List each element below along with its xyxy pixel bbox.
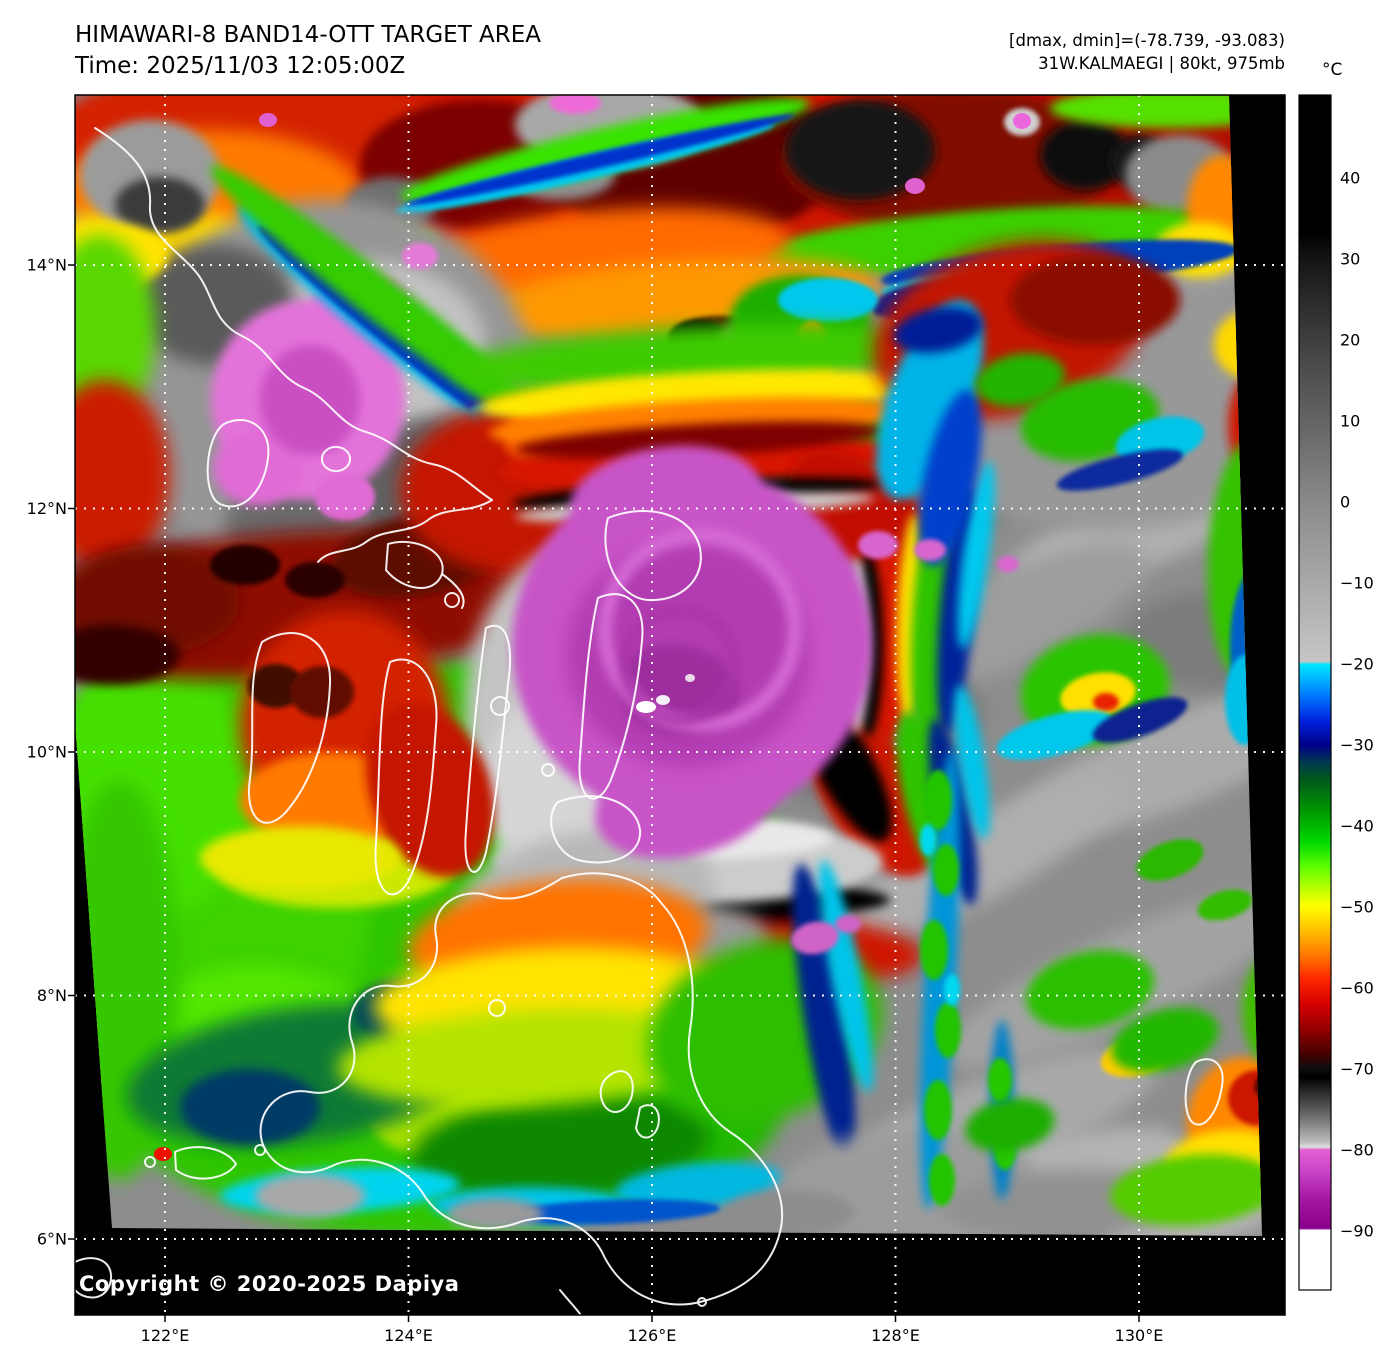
colorbar-tick-label: −60	[1340, 979, 1374, 998]
axis-ticks	[68, 264, 1140, 1322]
colorbar-tick-label: −70	[1340, 1060, 1374, 1079]
copyright-watermark: Copyright © 2020-2025 Dapiya	[79, 1272, 460, 1296]
coastline-path	[174, 1146, 237, 1180]
coastline-path	[488, 999, 506, 1017]
imagery-layer	[75, 95, 1262, 1236]
lon-tick-label: 130°E	[1115, 1326, 1164, 1345]
coastline-path	[374, 658, 438, 896]
colorbar-tick-label: 20	[1340, 331, 1360, 350]
coastline-path	[94, 127, 493, 501]
coastline-path	[317, 499, 493, 563]
coastline-path	[247, 632, 332, 824]
colorbar-tick-label: −30	[1340, 736, 1374, 755]
coastline-path	[635, 1104, 660, 1139]
lat-tick-label: 14°N	[27, 256, 67, 275]
coastline-path	[559, 1289, 582, 1315]
lat-tick-label: 10°N	[27, 743, 67, 762]
coastline-path	[599, 1070, 634, 1114]
coastline-path	[444, 592, 460, 608]
colorbar-tick-label: 40	[1340, 169, 1360, 188]
storm-info-annotation: 31W.KALMAEGI | 80kt, 975mb	[1038, 54, 1285, 73]
coastline-path	[75, 1257, 113, 1299]
colorbar-tick-label: −10	[1340, 574, 1374, 593]
colorbar-gradient-bar	[1298, 94, 1332, 1291]
graticule-gridlines	[75, 95, 1285, 1315]
colorbar-tick-label: −90	[1340, 1222, 1374, 1241]
temperature-colorbar: 40 30 20 10 0 −10 −20 −30 −40 −50 −60 −70 −80 −90	[1298, 94, 1374, 1291]
colorbar-tick-label: 10	[1340, 412, 1360, 431]
coastline-path	[441, 573, 465, 609]
timestamp: Time: 2025/11/03 12:05:00Z	[75, 53, 406, 79]
coastline-path	[604, 510, 702, 602]
page-title: HIMAWARI-8 BAND14-OTT TARGET AREA	[75, 22, 542, 48]
colorbar-tick-label: 30	[1340, 250, 1360, 269]
lat-tick-label: 12°N	[27, 499, 67, 518]
dmax-dmin-annotation: [dmax, dmin]=(-78.739, -93.083)	[1009, 31, 1285, 50]
colorbar-tick-label: −50	[1340, 898, 1374, 917]
latitude-axis-labels: 14°N 12°N 10°N 8°N 6°N	[27, 256, 67, 1249]
coastline-path	[1184, 1058, 1224, 1126]
coastline-path	[320, 445, 352, 473]
coastline-path	[578, 593, 644, 800]
lon-tick-label: 126°E	[628, 1326, 677, 1345]
plot-frame	[74, 94, 1286, 1316]
colorbar-tick-label: −80	[1340, 1141, 1374, 1160]
coastline-path	[725, 1341, 731, 1347]
lat-tick-label: 6°N	[37, 1230, 67, 1249]
lon-tick-label: 122°E	[141, 1326, 190, 1345]
coastline-path	[254, 1144, 266, 1156]
colorbar-tick-label: −40	[1340, 817, 1374, 836]
coastline-path	[464, 624, 511, 873]
colorbar-tick-label: 0	[1340, 493, 1350, 512]
colorbar-unit-label: °C	[1322, 60, 1343, 80]
colorbar-tick-label: −20	[1340, 655, 1374, 674]
longitude-axis-labels: 122°E 124°E 126°E 128°E 130°E	[141, 1326, 1164, 1345]
coastline-path	[550, 795, 642, 864]
coastline-path	[490, 696, 510, 716]
lon-tick-label: 128°E	[871, 1326, 920, 1345]
coastline-path	[697, 1297, 707, 1307]
lat-tick-label: 8°N	[37, 986, 67, 1005]
coastline-path	[541, 763, 555, 777]
coastline-path	[144, 1156, 156, 1168]
coastlines-overlay	[75, 127, 1224, 1347]
coastline-path	[206, 419, 270, 508]
coastline-path	[259, 872, 783, 1306]
lon-tick-label: 124°E	[384, 1326, 433, 1345]
